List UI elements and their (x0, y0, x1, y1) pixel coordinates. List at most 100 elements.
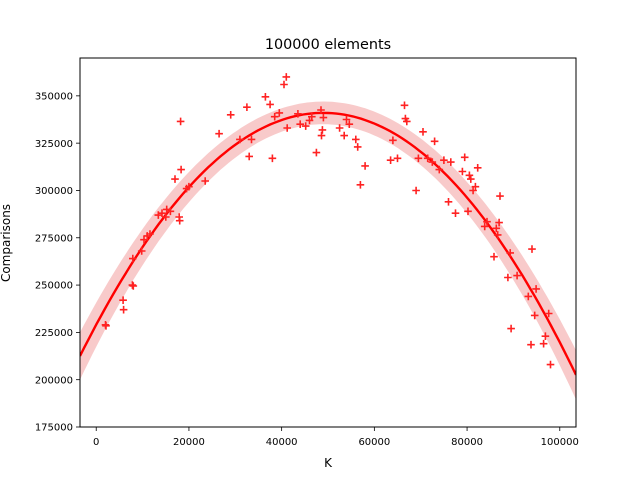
data-point (175, 216, 184, 225)
data-point (465, 171, 474, 180)
data-point (266, 100, 274, 109)
data-point (215, 129, 223, 138)
confidence-band (80, 101, 576, 400)
data-point (176, 117, 185, 126)
data-point (483, 217, 491, 226)
data-point (412, 186, 420, 195)
y-tick-label: 200000 (35, 375, 73, 386)
data-point (447, 158, 455, 166)
data-point (361, 162, 369, 170)
y-tick-label: 275000 (35, 233, 73, 244)
data-point (247, 135, 256, 144)
data-point (506, 249, 514, 257)
data-point (308, 112, 316, 121)
data-point (530, 311, 539, 320)
data-point (345, 120, 354, 128)
data-point (283, 124, 291, 132)
y-tick-label: 250000 (35, 281, 73, 292)
data-point (317, 131, 326, 140)
data-point (201, 177, 209, 185)
data-point (342, 115, 351, 124)
data-point (423, 154, 432, 163)
data-point (527, 340, 535, 349)
data-point (546, 360, 555, 369)
data-point (440, 156, 448, 164)
data-point (428, 158, 437, 166)
data-point (282, 73, 291, 81)
x-axis: 0 20000 40000 60000 80000 100000 (93, 427, 579, 448)
data-point (319, 113, 328, 122)
x-axis-label: K (324, 456, 333, 470)
data-point (177, 165, 185, 174)
data-point (539, 339, 548, 348)
data-point (102, 322, 110, 330)
data-point (119, 305, 128, 314)
data-point (492, 224, 501, 233)
data-point (158, 209, 166, 217)
data-point (129, 254, 137, 263)
y-axis-label: Comparisons (0, 204, 13, 282)
data-point (451, 209, 460, 217)
data-point (386, 156, 395, 164)
data-point (356, 181, 365, 189)
data-point (532, 285, 540, 293)
data-point (419, 128, 427, 136)
data-point (128, 281, 137, 289)
data-point (280, 80, 288, 89)
data-point (460, 153, 469, 162)
data-point (318, 126, 327, 134)
data-point (495, 218, 503, 227)
x-tick-label: 40000 (266, 437, 298, 448)
data-point (171, 175, 179, 183)
data-point (268, 154, 277, 163)
data-point (301, 122, 310, 130)
x-tick-label: 80000 (451, 437, 483, 448)
data-point (544, 309, 553, 318)
data-point (480, 222, 489, 231)
data-point (270, 112, 279, 121)
data-point (146, 230, 154, 238)
x-tick-label: 60000 (358, 437, 390, 448)
data-point (294, 110, 302, 118)
data-point (119, 296, 127, 304)
data-point (513, 271, 521, 280)
data-point (414, 154, 423, 163)
data-point (471, 182, 480, 191)
fit-line (80, 111, 576, 376)
x-tick-label: 100000 (541, 437, 579, 448)
data-point (507, 324, 515, 333)
data-point (261, 93, 270, 101)
data-point (389, 136, 397, 145)
data-point (166, 207, 175, 216)
data-point (393, 154, 402, 163)
data-point (464, 207, 472, 216)
data-point (403, 117, 411, 126)
data-point (137, 247, 146, 255)
data-point (162, 213, 170, 221)
y-tick-label: 350000 (35, 91, 73, 102)
data-point (467, 175, 475, 183)
data-point (335, 124, 344, 132)
data-point (245, 152, 253, 161)
data-point (226, 111, 235, 119)
data-point (129, 282, 138, 290)
x-tick-label: 0 (93, 437, 99, 448)
y-tick-label: 175000 (35, 423, 73, 434)
data-point (541, 332, 550, 340)
x-tick-label: 20000 (173, 437, 205, 448)
data-point (496, 192, 504, 200)
data-point (473, 164, 482, 172)
y-tick-label: 325000 (35, 139, 73, 150)
data-point (243, 103, 251, 111)
data-point (435, 165, 444, 174)
data-point (504, 273, 512, 282)
data-point (185, 182, 193, 191)
data-point (490, 252, 498, 261)
data-point (353, 143, 362, 151)
data-point (528, 245, 536, 253)
y-axis: 175000 200000 225000 250000 275000 300000 3250… (35, 91, 80, 434)
y-tick-label: 225000 (35, 328, 73, 339)
chart-title: 100000 elements (265, 37, 391, 53)
data-point (493, 231, 502, 239)
